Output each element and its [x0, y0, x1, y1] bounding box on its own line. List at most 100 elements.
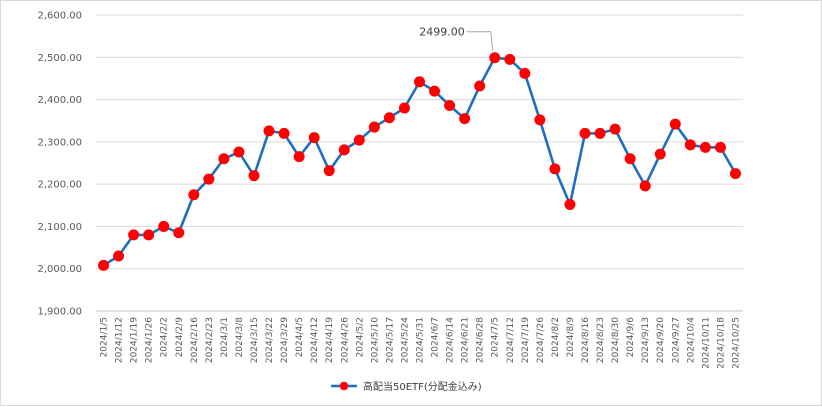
- x-tick-label: 2024/8/9: [566, 317, 576, 358]
- data-point: [188, 189, 200, 201]
- data-point: [714, 141, 726, 153]
- data-point: [609, 123, 621, 135]
- data-point: [519, 67, 531, 79]
- data-point: [278, 127, 290, 139]
- data-point: [504, 53, 516, 65]
- data-point: [459, 113, 471, 125]
- x-tick-label: 2024/1/19: [130, 317, 140, 363]
- gridlines: [96, 14, 743, 312]
- x-tick-label: 2024/8/16: [581, 317, 591, 363]
- data-point: [233, 146, 245, 158]
- x-tick-label: 2024/5/17: [385, 317, 395, 363]
- x-tick-label: 2024/10/25: [731, 317, 741, 369]
- data-point: [113, 250, 125, 262]
- data-point: [699, 141, 711, 153]
- data-point: [534, 114, 546, 126]
- data-point: [323, 165, 335, 177]
- x-tick-label: 2024/3/8: [235, 317, 245, 358]
- annotation-leader-line: [466, 31, 494, 51]
- x-tick-label: 2024/7/26: [536, 317, 546, 363]
- x-tick-label: 2024/7/19: [521, 317, 531, 363]
- data-point: [143, 229, 155, 241]
- x-tick-label: 2024/4/5: [295, 317, 305, 357]
- annotation-label: 2499.00: [419, 26, 465, 39]
- x-tick-label: 2024/2/16: [190, 317, 200, 363]
- x-tick-label: 2024/6/28: [476, 317, 486, 363]
- x-tick-label: 2024/4/12: [310, 317, 320, 363]
- x-tick-label: 2024/10/18: [716, 317, 726, 369]
- series-layer: [98, 52, 741, 271]
- x-tick-label: 2024/1/5: [100, 317, 110, 357]
- data-point: [173, 227, 185, 239]
- x-tick-label: 2024/5/2: [355, 317, 365, 357]
- data-point: [98, 259, 110, 271]
- data-point: [158, 220, 170, 232]
- data-point: [654, 148, 666, 160]
- x-tick-label: 2024/10/11: [701, 317, 711, 369]
- data-point: [368, 121, 380, 133]
- y-tick-label: 2,500.00: [37, 53, 82, 64]
- x-tick-label: 2024/8/2: [551, 317, 561, 357]
- y-tick-label: 2,100.00: [37, 222, 82, 233]
- y-tick-label: 1,900.00: [37, 307, 82, 318]
- x-tick-label: 2024/4/19: [325, 317, 335, 363]
- data-point: [444, 99, 456, 111]
- x-tick-label: 2024/5/24: [400, 317, 410, 363]
- data-point: [489, 52, 501, 64]
- data-point: [398, 102, 410, 114]
- x-tick-label: 2024/3/1: [220, 317, 230, 357]
- x-tick-label: 2024/6/7: [431, 317, 441, 357]
- x-tick-label: 2024/9/27: [671, 317, 681, 363]
- legend: 高配当50ETF(分配金込み): [331, 380, 482, 393]
- data-point: [263, 125, 275, 137]
- data-point: [639, 180, 651, 192]
- data-point: [203, 173, 215, 185]
- y-tick-label: 2,300.00: [37, 137, 82, 148]
- data-point: [429, 85, 441, 97]
- data-point: [729, 168, 741, 180]
- y-tick-label: 2,000.00: [37, 264, 82, 275]
- x-tick-label: 2024/8/23: [596, 317, 606, 363]
- y-tick-label: 2,600.00: [37, 11, 82, 22]
- data-point: [353, 134, 365, 146]
- x-tick-label: 2024/6/21: [461, 317, 471, 363]
- data-point: [128, 229, 140, 241]
- x-tick-label: 2024/4/26: [340, 317, 350, 363]
- data-point: [624, 153, 636, 165]
- y-axis: 1,900.00 2,000.00 2,100.00 2,200.00 2,300.00…: [37, 11, 82, 318]
- data-point: [414, 76, 425, 88]
- data-point: [308, 132, 320, 144]
- data-point: [549, 163, 561, 175]
- x-tick-label: 2024/2/9: [175, 317, 185, 358]
- x-tick-label: 2024/8/30: [611, 317, 621, 363]
- data-point: [669, 118, 681, 130]
- data-point: [594, 127, 606, 139]
- x-tick-label: 2024/1/12: [115, 317, 125, 363]
- x-tick-label: 2024/7/12: [506, 317, 516, 363]
- x-axis: 2024/1/5 2024/1/12 2024/1/19 2024/1/26 2024/…: [96, 310, 743, 369]
- x-tick-label: 2024/6/14: [446, 317, 456, 363]
- data-point: [579, 127, 591, 139]
- data-point: [293, 151, 305, 163]
- x-tick-label: 2024/2/23: [205, 317, 215, 363]
- data-point: [564, 198, 576, 210]
- x-tick-label: 2024/5/31: [416, 317, 426, 363]
- data-point: [338, 144, 350, 156]
- x-tick-label: 2024/7/5: [491, 317, 501, 357]
- series-line: [102, 56, 737, 267]
- x-tick-label: 2024/1/26: [145, 317, 155, 363]
- x-tick-label: 2024/9/20: [656, 317, 666, 363]
- x-tick-label: 2024/3/29: [280, 317, 290, 363]
- x-tick-label: 2024/3/15: [250, 317, 260, 363]
- x-tick-label: 2024/3/22: [265, 317, 275, 363]
- y-tick-label: 2,400.00: [37, 95, 82, 106]
- y-tick-label: 2,200.00: [37, 180, 82, 191]
- data-point: [248, 170, 260, 182]
- x-tick-label: 2024/5/10: [370, 317, 380, 363]
- annotations: 2499.00: [419, 26, 494, 51]
- x-tick-label: 2024/9/13: [641, 317, 651, 363]
- data-point: [684, 139, 696, 151]
- x-tick-label: 2024/9/6: [626, 317, 636, 358]
